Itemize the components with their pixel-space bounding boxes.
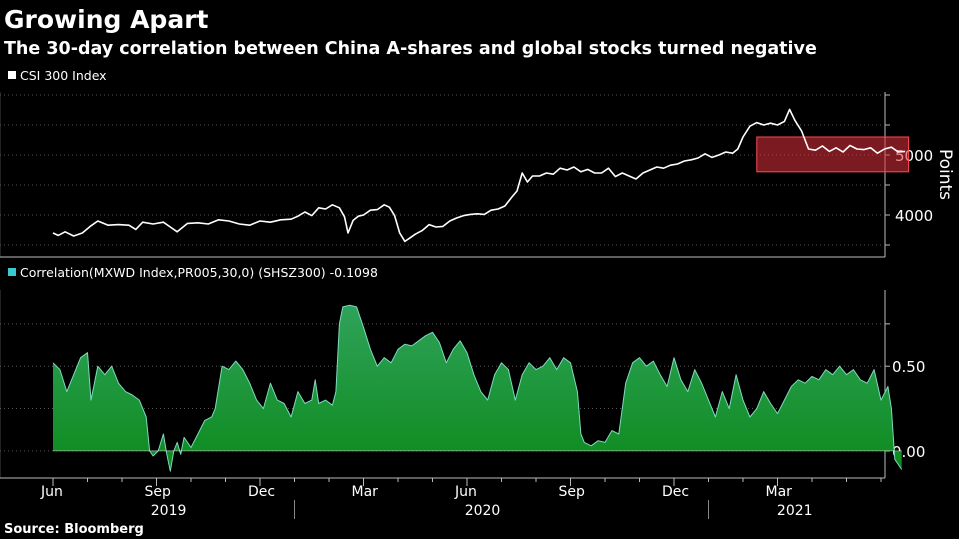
legend-label-correlation: Correlation(MXWD Index,PR005,30,0) (SHSZ…	[20, 265, 378, 280]
chart-subtitle: The 30-day correlation between China A-s…	[4, 39, 817, 59]
x-year-label: 2019	[151, 503, 187, 519]
csi300-line	[52, 108, 906, 243]
x-month-label: Mar	[766, 484, 793, 500]
x-month-label: Sep	[145, 484, 172, 500]
legend-swatch-csi300	[8, 71, 16, 79]
correlation-area	[53, 305, 902, 472]
x-month-label: Mar	[352, 484, 379, 500]
top-y-axis-title: Points	[935, 149, 955, 200]
x-month-label: Jun	[40, 484, 63, 500]
x-year-label: 2020	[465, 503, 501, 519]
highlight-box	[756, 136, 910, 173]
x-month-label: Dec	[662, 484, 689, 500]
bottom-y-tick-label: 0.50	[892, 358, 925, 376]
correlation-line	[52, 304, 903, 472]
legend-label-csi300: CSI 300 Index	[20, 68, 107, 83]
x-month-label: Dec	[248, 484, 275, 500]
x-month-label: Sep	[559, 484, 586, 500]
correlation-panel: 0.500.00	[0, 290, 925, 478]
x-year-label: 2021	[777, 503, 813, 519]
source-note: Source: Bloomberg	[4, 522, 144, 537]
x-month-label: Jun	[454, 484, 477, 500]
legend-swatch-correlation	[8, 268, 16, 276]
chart-title: Growing Apart	[4, 5, 209, 34]
top-y-tick-label: 4000	[895, 207, 933, 225]
x-axis: Jun Sep Dec Mar Jun Sep Dec Mar 2019 2020 2021	[0, 477, 885, 519]
